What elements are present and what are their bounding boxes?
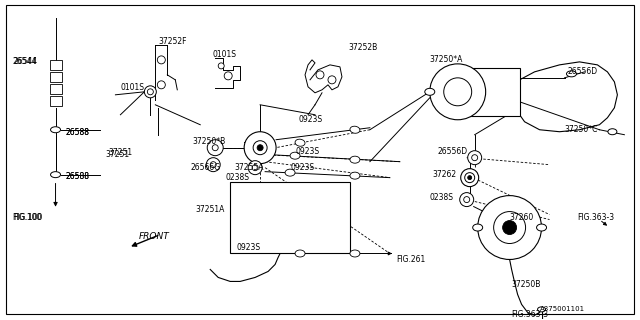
Bar — [230, 182, 350, 253]
Circle shape — [472, 155, 477, 161]
Circle shape — [147, 89, 154, 95]
Text: FIG.363-3: FIG.363-3 — [511, 310, 548, 319]
Ellipse shape — [350, 172, 360, 179]
Text: FIG.100: FIG.100 — [13, 213, 42, 222]
Text: 26556D: 26556D — [438, 147, 468, 156]
Bar — [49, 60, 61, 70]
Circle shape — [253, 141, 267, 155]
Text: FIG.261: FIG.261 — [396, 255, 425, 264]
Ellipse shape — [295, 250, 305, 257]
Text: 37250*B: 37250*B — [192, 137, 225, 146]
Text: 37255A: 37255A — [234, 163, 264, 172]
Circle shape — [157, 81, 165, 89]
Text: 26566G: 26566G — [190, 163, 220, 172]
Circle shape — [207, 140, 223, 156]
Text: 0923S: 0923S — [295, 147, 319, 156]
Circle shape — [468, 176, 472, 180]
Circle shape — [206, 158, 220, 172]
Circle shape — [257, 145, 263, 151]
Text: 0238S: 0238S — [225, 173, 249, 182]
Text: 0923S: 0923S — [236, 243, 260, 252]
Text: 26544: 26544 — [13, 57, 37, 66]
Ellipse shape — [608, 129, 617, 135]
Text: 37251: 37251 — [108, 148, 132, 157]
Text: A375001101: A375001101 — [540, 306, 585, 312]
Bar — [465, 68, 520, 116]
Circle shape — [328, 76, 336, 84]
Circle shape — [224, 72, 232, 80]
Text: 0101S: 0101S — [120, 83, 145, 92]
Circle shape — [210, 162, 216, 168]
Ellipse shape — [473, 224, 483, 231]
Circle shape — [468, 151, 482, 165]
Text: 0238S: 0238S — [430, 193, 454, 202]
Text: 37252F: 37252F — [158, 37, 187, 46]
Circle shape — [145, 86, 156, 98]
Circle shape — [444, 78, 472, 106]
Ellipse shape — [350, 250, 360, 257]
Text: 0923S: 0923S — [290, 163, 314, 172]
Text: 37251: 37251 — [106, 150, 129, 159]
Ellipse shape — [425, 88, 435, 95]
Ellipse shape — [290, 152, 300, 159]
Ellipse shape — [51, 172, 61, 178]
Text: 37250*A: 37250*A — [430, 55, 463, 64]
Circle shape — [461, 169, 479, 187]
Circle shape — [465, 173, 475, 183]
Ellipse shape — [285, 169, 295, 176]
Circle shape — [244, 132, 276, 164]
Ellipse shape — [350, 126, 360, 133]
Bar — [49, 84, 61, 94]
Ellipse shape — [566, 71, 577, 77]
Bar — [49, 72, 61, 82]
Ellipse shape — [538, 307, 545, 312]
Text: 26588: 26588 — [65, 172, 90, 181]
Ellipse shape — [536, 224, 547, 231]
Circle shape — [464, 196, 470, 203]
Bar — [49, 96, 61, 106]
Circle shape — [460, 193, 474, 207]
Text: 37251A: 37251A — [195, 205, 225, 214]
Text: 26588: 26588 — [65, 128, 90, 137]
Circle shape — [212, 145, 218, 151]
Circle shape — [248, 161, 262, 175]
Ellipse shape — [51, 127, 61, 133]
Text: 26556D: 26556D — [568, 67, 598, 76]
Text: 37250*C: 37250*C — [564, 125, 598, 134]
Circle shape — [502, 220, 516, 235]
Text: 0101S: 0101S — [212, 50, 236, 60]
Circle shape — [430, 64, 486, 120]
Text: FRONT: FRONT — [138, 232, 169, 241]
Text: 0923S: 0923S — [298, 115, 322, 124]
Text: 37260: 37260 — [509, 213, 534, 222]
Text: FIG.363-3: FIG.363-3 — [577, 213, 614, 222]
Circle shape — [218, 63, 224, 69]
Text: 37250B: 37250B — [511, 280, 541, 289]
Text: 26588: 26588 — [65, 172, 90, 181]
Circle shape — [252, 165, 258, 171]
Circle shape — [316, 71, 324, 79]
Text: 26544: 26544 — [13, 57, 38, 66]
Ellipse shape — [350, 156, 360, 163]
Circle shape — [157, 56, 165, 64]
Circle shape — [493, 212, 525, 244]
Circle shape — [477, 196, 541, 260]
Ellipse shape — [295, 139, 305, 146]
Text: 37252B: 37252B — [348, 44, 377, 52]
Text: 37262: 37262 — [433, 170, 457, 179]
Text: FIG.100: FIG.100 — [13, 213, 43, 222]
Text: 26588: 26588 — [65, 128, 90, 137]
